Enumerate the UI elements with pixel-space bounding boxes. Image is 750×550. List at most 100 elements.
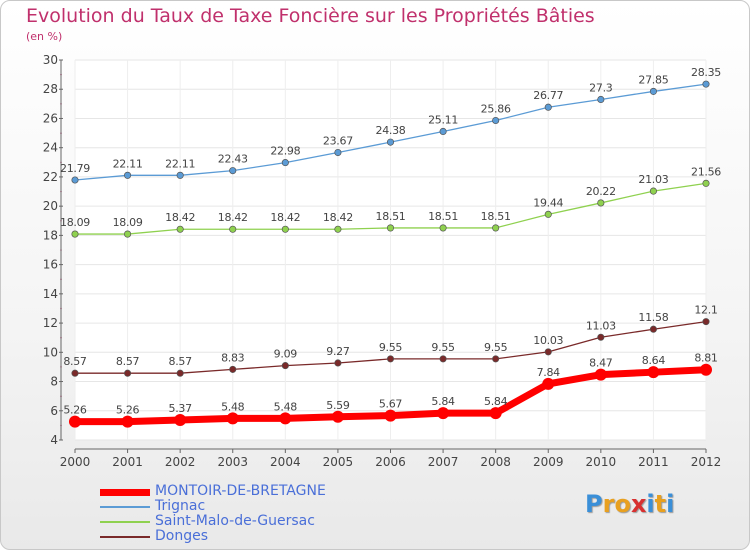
data-point: [386, 355, 395, 363]
data-label: 21.56: [691, 165, 721, 178]
line-chart: 4 6 8 10 12 14 16 18 20 22 24 26 28 30 2000 2001 2002 200…: [43, 53, 722, 469]
legend-label: Donges: [155, 528, 209, 544]
data-point: [226, 412, 239, 425]
data-point: [281, 159, 289, 167]
x-tick-label: 2005: [323, 455, 354, 469]
data-point: [700, 363, 712, 376]
y-tick-label: 16: [43, 258, 58, 272]
data-label: 9.55: [484, 341, 508, 354]
data-label: 12.1: [694, 304, 717, 317]
data-label: 26.77: [533, 89, 563, 102]
data-label: 27.85: [638, 73, 668, 86]
data-point: [386, 138, 395, 146]
data-point: [702, 179, 710, 187]
data-label: 8.57: [63, 355, 87, 368]
data-point: [124, 369, 132, 377]
data-label: 5.48: [274, 400, 298, 413]
legend-swatch: [100, 521, 150, 523]
x-tick-label: 2012: [691, 455, 722, 469]
data-point: [124, 230, 132, 238]
y-tick-label: 6: [50, 404, 58, 418]
data-point: [647, 366, 660, 379]
data-point: [174, 413, 187, 426]
data-label: 23.67: [323, 135, 353, 148]
x-tick-label: 2001: [112, 455, 143, 469]
data-point: [702, 80, 710, 88]
data-point: [69, 415, 81, 428]
data-label: 20.22: [586, 185, 616, 198]
data-point: [544, 348, 552, 356]
data-label: 5.26: [63, 404, 87, 417]
y-tick-label: 22: [43, 170, 58, 184]
data-label: 11.03: [586, 319, 616, 332]
data-point: [492, 355, 500, 363]
chart-unit-label: (en %): [26, 30, 63, 43]
x-tick-label: 2002: [165, 455, 196, 469]
data-point: [597, 333, 605, 341]
proxiti-logo: Proxiti: [585, 490, 675, 518]
legend-swatch: [100, 488, 150, 496]
data-label: 9.55: [379, 341, 403, 354]
y-tick-label: 30: [43, 53, 58, 67]
data-point: [229, 167, 237, 175]
data-label: 5.37: [169, 402, 193, 415]
legend-label: Saint-Malo-de-Guersac: [155, 513, 315, 529]
data-point: [597, 199, 605, 207]
x-tick-label: 2010: [586, 455, 617, 469]
legend-swatch: [100, 506, 150, 508]
legend-label: Trignac: [155, 498, 206, 514]
legend-label: MONTOIR-DE-BRETAGNE: [155, 483, 326, 499]
data-point: [439, 224, 447, 232]
data-label: 18.09: [60, 216, 90, 229]
data-label: 11.58: [638, 311, 668, 324]
data-label: 8.57: [169, 355, 193, 368]
data-label: 18.42: [218, 211, 248, 224]
data-point: [702, 318, 710, 326]
y-tick-label: 26: [43, 111, 58, 125]
data-point: [334, 359, 342, 367]
legend-swatch: [100, 536, 150, 538]
data-label: 25.86: [481, 103, 511, 116]
data-label: 19.44: [533, 196, 563, 209]
data-label: 18.09: [113, 216, 143, 229]
data-label: 22.98: [270, 145, 300, 158]
data-point: [334, 148, 342, 157]
data-point: [71, 176, 79, 184]
data-point: [124, 171, 132, 179]
data-point: [492, 224, 500, 232]
data-label: 18.42: [323, 211, 353, 224]
data-point: [71, 230, 79, 238]
data-point: [544, 103, 552, 111]
data-label: 8.81: [694, 352, 717, 365]
data-label: 22.43: [218, 153, 248, 166]
data-label: 5.26: [116, 404, 140, 417]
data-point: [334, 225, 342, 233]
data-label: 27.3: [589, 81, 613, 94]
data-label: 5.84: [484, 395, 508, 408]
data-label: 9.09: [274, 348, 298, 361]
data-label: 25.11: [428, 113, 458, 126]
data-point: [384, 409, 397, 422]
data-label: 18.42: [165, 211, 195, 224]
data-point: [544, 210, 552, 218]
data-point: [492, 116, 500, 125]
data-label: 24.38: [376, 124, 406, 137]
y-tick-label: 8: [50, 375, 58, 389]
data-label: 22.11: [165, 157, 195, 170]
data-point: [542, 377, 555, 390]
y-tick-label: 10: [43, 345, 58, 359]
y-tick-label: 4: [50, 433, 58, 447]
data-label: 28.35: [691, 66, 721, 79]
data-label: 9.55: [431, 341, 455, 354]
x-tick-label: 2003: [217, 455, 248, 469]
data-label: 18.42: [270, 211, 300, 224]
data-label: 18.51: [481, 210, 511, 223]
data-point: [229, 365, 237, 373]
data-point: [386, 224, 395, 232]
x-tick-label: 2011: [638, 455, 669, 469]
x-tick-label: 2006: [375, 455, 406, 469]
data-point: [176, 369, 184, 377]
data-point: [649, 325, 657, 333]
data-label: 5.67: [379, 398, 403, 411]
data-label: 9.27: [326, 345, 350, 358]
